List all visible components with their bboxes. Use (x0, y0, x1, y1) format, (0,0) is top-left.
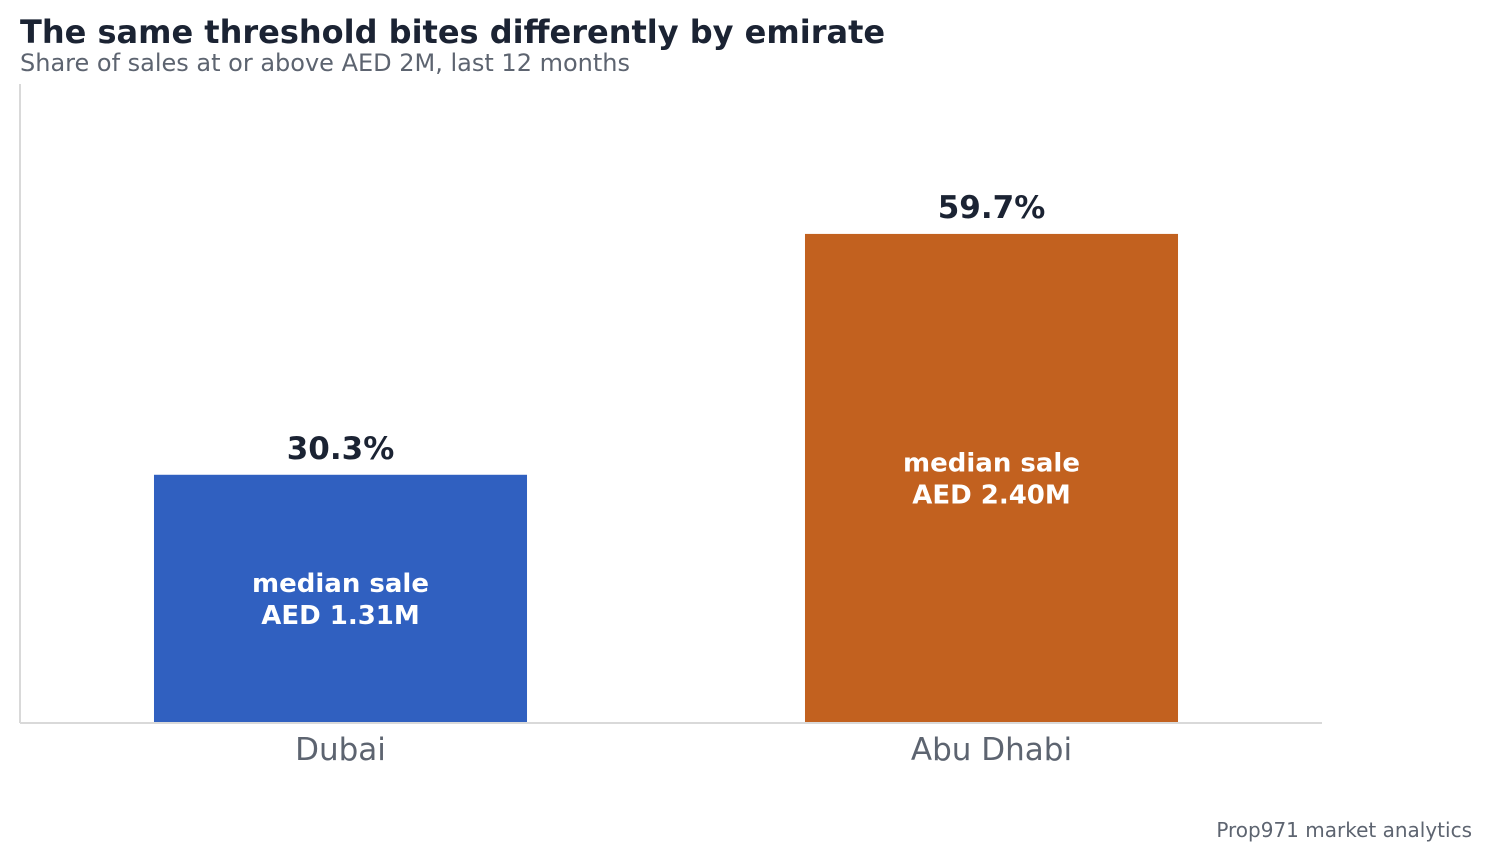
chart-subtitle: Share of sales at or above AED 2M, last … (20, 49, 630, 77)
bar-dubai (153, 474, 528, 723)
data-label: 59.7% (938, 190, 1046, 226)
labels-layer: 30.3% median sale AED 1.31M Dubai 59.7% media… (252, 190, 1080, 768)
bar-annotation: median sale AED 1.31M (252, 569, 429, 631)
data-label: 30.3% (287, 431, 395, 467)
x-tick-label: Abu Dhabi (911, 732, 1072, 768)
chart-title: The same threshold bites differently by … (20, 13, 886, 51)
x-tick-label: Dubai (295, 732, 386, 768)
source-note: Prop971 market analytics (1216, 818, 1472, 842)
bar-annotation: median sale AED 2.40M (903, 448, 1080, 510)
bar-abu-dhabi (804, 233, 1179, 723)
bars-layer (153, 233, 1179, 723)
axes-layer (19, 84, 1322, 724)
